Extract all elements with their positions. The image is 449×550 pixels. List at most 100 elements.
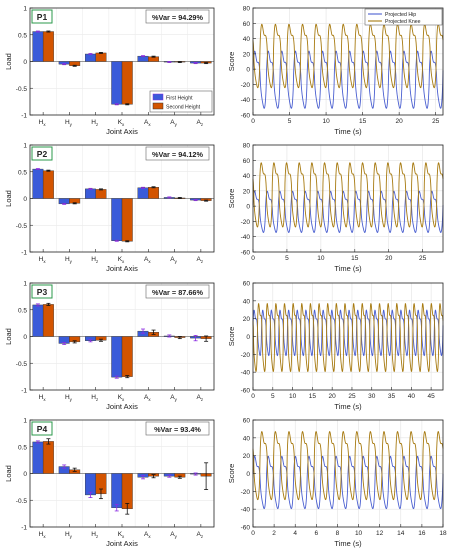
- y-tick-label: 60: [243, 158, 251, 165]
- y-tick-label: 20: [243, 51, 251, 58]
- x-tick-label: 16: [418, 530, 426, 537]
- series-line: [252, 162, 444, 228]
- x-tick-label: Az: [197, 394, 204, 402]
- x-axis-label: Joint Axis: [106, 264, 138, 273]
- x-tick-label: Hz: [91, 119, 99, 127]
- x-tick-label: Kx: [118, 531, 125, 539]
- x-tick-label: 12: [376, 530, 384, 537]
- y-tick-label: 0: [23, 471, 27, 478]
- y-tick-label: -20: [241, 489, 251, 496]
- x-tick-label: 25: [432, 118, 440, 125]
- panel-label-box: [31, 284, 53, 299]
- y-tick-label: -60: [241, 250, 251, 257]
- x-tick-label: 25: [348, 393, 356, 400]
- x-tick-label: 6: [315, 530, 319, 537]
- x-axis-label: Joint Axis: [106, 402, 138, 411]
- y-axis-label: Load: [4, 190, 13, 207]
- y-tick-label: 0.5: [18, 169, 27, 176]
- x-tick-label: 14: [397, 530, 405, 537]
- y-axis-label: Score: [227, 327, 236, 347]
- y-tick-label: 20: [243, 453, 251, 460]
- variance-text: %Var = 87.66%: [152, 288, 203, 297]
- y-tick-label: -0.5: [16, 223, 28, 230]
- variance-box: [145, 9, 210, 24]
- plot-frame: [252, 144, 444, 253]
- series-line: [252, 431, 444, 501]
- y-tick-label: 0: [246, 334, 250, 341]
- y-tick-label: 40: [243, 298, 251, 305]
- x-tick-label: 10: [355, 530, 363, 537]
- bar: [84, 473, 96, 496]
- x-tick-label: 18: [439, 530, 447, 537]
- bar-chart-1: -1 -0.5 0 0.5 1 Hx Hy Hz Kx Ax Ay Az Joint Axis Load P…: [4, 6, 215, 136]
- y-axis-label: Load: [4, 465, 13, 482]
- x-tick-label: 20: [329, 393, 337, 400]
- x-tick-label: 10: [289, 393, 297, 400]
- plot-frame: [252, 7, 444, 116]
- panel-label: P1: [37, 12, 48, 22]
- x-tick-label: 4: [293, 530, 297, 537]
- y-tick-label: 1: [23, 281, 27, 288]
- x-tick-label: Hx: [39, 119, 47, 127]
- y-tick-label: 40: [243, 173, 251, 180]
- x-tick-label: 0: [251, 530, 255, 537]
- y-tick-label: -20: [241, 82, 251, 89]
- y-tick-label: -1: [21, 525, 27, 532]
- y-tick-label: 40: [243, 36, 251, 43]
- y-tick-label: -40: [241, 97, 251, 104]
- y-tick-label: 1: [23, 6, 27, 13]
- x-tick-label: 15: [351, 255, 359, 262]
- legend: [364, 8, 443, 26]
- variance-text: %Var = 93.4%: [154, 425, 201, 434]
- legend-swatch: [152, 93, 164, 101]
- bar: [111, 473, 123, 508]
- y-tick-label: 0: [246, 471, 250, 478]
- x-tick-label: Hz: [91, 394, 99, 402]
- bar-chart-2: -1 -0.5 0 0.5 1 Hx Hy Hz Kx Ax Ay Az Joint Axis Load P…: [4, 143, 215, 273]
- x-tick-label: Hx: [39, 394, 47, 402]
- y-tick-label: 20: [243, 316, 251, 323]
- bar: [32, 168, 44, 199]
- x-tick-label: 35: [388, 393, 396, 400]
- line-chart-3: -60 -40 -20 0 20 40 60 0 5 10 15 20 25 30 35 40 45 Time (…: [227, 281, 444, 411]
- bar: [111, 198, 123, 241]
- variance-text: %Var = 94.12%: [152, 150, 203, 159]
- bar: [84, 53, 96, 62]
- variance-box: [145, 284, 210, 299]
- x-tick-label: 40: [408, 393, 416, 400]
- y-tick-label: 40: [243, 435, 251, 442]
- x-tick-label: Hz: [91, 531, 99, 539]
- y-tick-label: 0: [246, 67, 250, 74]
- y-axis-label: Score: [227, 189, 236, 209]
- y-tick-label: 0: [23, 334, 27, 341]
- x-axis-label: Time (s): [334, 539, 362, 548]
- y-tick-label: 80: [243, 6, 251, 13]
- line-chart-2: -60 -40 -20 0 20 40 60 80 0 5 10 15 20 25 Time (s) Scor…: [227, 143, 444, 273]
- x-tick-label: Ax: [144, 531, 151, 539]
- bar-chart-3: -1 -0.5 0 0.5 1 Hx Hy Hz Kx Ax Ay Az Joint Axis Load P…: [4, 281, 215, 411]
- y-tick-label: -0.5: [16, 86, 28, 93]
- panel-label-box: [31, 9, 53, 24]
- x-tick-label: 0: [251, 393, 255, 400]
- x-tick-label: Hy: [65, 119, 73, 127]
- bar-chart-4: -1 -0.5 0 0.5 1 Hx Hy Hz Kx Ax Ay Az Joint Axis Load P…: [4, 418, 215, 548]
- x-tick-label: 5: [285, 255, 289, 262]
- x-tick-label: Ay: [170, 256, 177, 264]
- bar: [84, 188, 96, 199]
- y-tick-label: 20: [243, 188, 251, 195]
- y-tick-label: 1: [23, 143, 27, 150]
- panel-label: P2: [37, 149, 48, 159]
- panel-label: P3: [37, 287, 48, 297]
- x-tick-label: Kx: [118, 256, 125, 264]
- x-tick-label: Ax: [144, 119, 151, 127]
- x-tick-label: 10: [322, 118, 330, 125]
- bar: [32, 31, 44, 62]
- bar: [42, 441, 54, 474]
- series-line: [252, 50, 444, 109]
- y-axis-label: Score: [227, 52, 236, 72]
- y-tick-label: 80: [243, 143, 251, 150]
- bar: [121, 198, 133, 242]
- y-tick-label: 60: [243, 281, 251, 288]
- legend-label: First Height: [166, 96, 193, 102]
- bar: [148, 187, 160, 199]
